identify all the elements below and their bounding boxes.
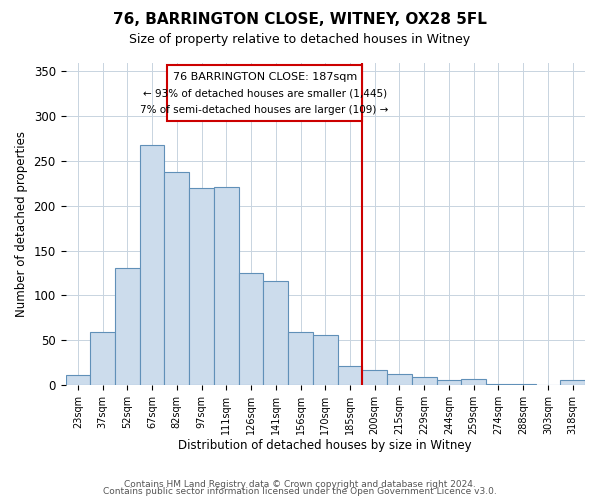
Bar — [387, 374, 412, 385]
X-axis label: Distribution of detached houses by size in Witney: Distribution of detached houses by size … — [178, 440, 472, 452]
Text: ← 93% of detached houses are smaller (1,445): ← 93% of detached houses are smaller (1,… — [143, 88, 387, 99]
Bar — [239, 273, 263, 385]
Text: 7% of semi-detached houses are larger (109) →: 7% of semi-detached houses are larger (1… — [140, 104, 389, 115]
Bar — [486, 384, 511, 385]
Bar — [263, 281, 288, 385]
FancyBboxPatch shape — [167, 65, 362, 120]
Bar — [412, 377, 437, 385]
Bar — [164, 172, 189, 385]
Text: Contains HM Land Registry data © Crown copyright and database right 2024.: Contains HM Land Registry data © Crown c… — [124, 480, 476, 489]
Bar — [437, 380, 461, 385]
Bar — [338, 366, 362, 385]
Text: Size of property relative to detached houses in Witney: Size of property relative to detached ho… — [130, 32, 470, 46]
Bar — [115, 268, 140, 385]
Bar — [313, 334, 338, 385]
Text: Contains public sector information licensed under the Open Government Licence v3: Contains public sector information licen… — [103, 487, 497, 496]
Bar — [65, 375, 90, 385]
Bar — [140, 145, 164, 385]
Text: 76 BARRINGTON CLOSE: 187sqm: 76 BARRINGTON CLOSE: 187sqm — [173, 72, 357, 83]
Bar — [362, 370, 387, 385]
Bar — [560, 380, 585, 385]
Bar — [461, 380, 486, 385]
Text: 76, BARRINGTON CLOSE, WITNEY, OX28 5FL: 76, BARRINGTON CLOSE, WITNEY, OX28 5FL — [113, 12, 487, 28]
Bar — [288, 332, 313, 385]
Bar — [511, 384, 536, 385]
Bar — [189, 188, 214, 385]
Bar — [90, 332, 115, 385]
Y-axis label: Number of detached properties: Number of detached properties — [15, 130, 28, 316]
Bar — [214, 187, 239, 385]
